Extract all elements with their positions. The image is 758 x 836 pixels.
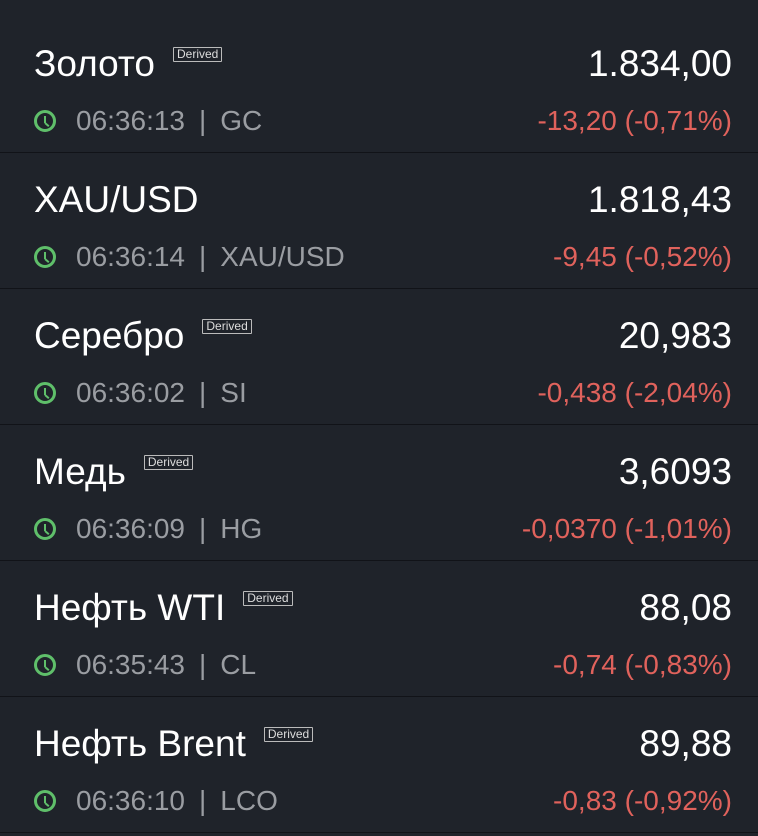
separator: | <box>199 785 207 816</box>
quote-meta: 06:36:02 | SI <box>34 377 247 409</box>
quote-meta: 06:36:14 | XAU/USD <box>34 241 345 273</box>
instrument-name: Золото <box>34 43 155 84</box>
separator: | <box>199 513 207 544</box>
quote-row[interactable]: Серебро Derived 20,983 06:36:02 | SI -0,… <box>0 289 758 425</box>
instrument-symbol: GC <box>220 105 263 136</box>
derived-badge: Derived <box>202 319 252 334</box>
instrument-name-wrap: Серебро Derived <box>34 315 252 357</box>
separator: | <box>199 241 207 272</box>
instrument-symbol: SI <box>220 377 247 408</box>
price-change: -0,0370 (-1,01%) <box>521 513 732 544</box>
quote-time: 06:35:43 <box>76 649 185 680</box>
instrument-symbol: CL <box>220 649 257 680</box>
derived-badge: Derived <box>143 455 194 470</box>
last-price: 88,08 <box>639 587 732 628</box>
instrument-name-wrap: Нефть WTI Derived <box>34 587 293 629</box>
derived-badge: Derived <box>243 591 293 606</box>
quote-meta: 06:35:43 | CL <box>34 649 256 681</box>
quote-meta: 06:36:09 | HG <box>34 513 262 545</box>
separator: | <box>199 649 207 680</box>
last-price: 1.834,00 <box>587 43 732 84</box>
last-price: 1.818,43 <box>587 179 732 220</box>
price-change: -13,20 (-0,71%) <box>537 105 732 136</box>
clock-icon <box>34 382 56 404</box>
derived-badge: Derived <box>263 727 314 742</box>
quote-time: 06:36:02 <box>76 377 185 408</box>
instrument-symbol: XAU/USD <box>220 241 345 272</box>
clock-icon <box>34 246 56 268</box>
price-change: -9,45 (-0,52%) <box>553 241 732 272</box>
quote-time: 06:36:13 <box>76 105 185 136</box>
instrument-name: Нефть Brent <box>34 723 246 764</box>
instrument-symbol: HG <box>220 513 263 544</box>
quote-meta: 06:36:13 | GC <box>34 105 262 137</box>
quote-row[interactable]: Золото Derived 1.834,00 06:36:13 | GC -1… <box>0 17 758 153</box>
instrument-name-wrap: Золото Derived <box>34 43 223 85</box>
instrument-name: XAU/USD <box>34 179 199 220</box>
clock-icon <box>34 518 56 540</box>
price-change: -0,438 (-2,04%) <box>537 377 732 408</box>
price-change: -0,83 (-0,92%) <box>553 785 732 816</box>
clock-icon <box>34 654 56 676</box>
clock-icon <box>34 110 56 132</box>
instrument-name-wrap: XAU/USD <box>34 179 198 221</box>
instrument-name: Медь <box>34 451 126 492</box>
quote-row[interactable]: XAU/USD 1.818,43 06:36:14 | XAU/USD -9,4… <box>0 153 758 289</box>
quote-meta: 06:36:10 | LCO <box>34 785 278 817</box>
last-price: 3,6093 <box>618 451 732 492</box>
quote-row[interactable]: Медь Derived 3,6093 06:36:09 | HG -0,037… <box>0 425 758 561</box>
last-price: 89,88 <box>639 723 732 764</box>
instrument-name: Серебро <box>34 315 185 356</box>
separator: | <box>199 105 207 136</box>
instrument-name-wrap: Медь Derived <box>34 451 194 493</box>
separator: | <box>199 377 207 408</box>
instrument-name: Нефть WTI <box>34 587 226 628</box>
last-price: 20,983 <box>618 315 732 356</box>
instrument-symbol: LCO <box>220 785 278 816</box>
derived-badge: Derived <box>173 47 223 62</box>
quote-time: 06:36:09 <box>76 513 185 544</box>
quote-row[interactable]: Нефть WTI Derived 88,08 06:35:43 | CL -0… <box>0 561 758 697</box>
quote-time: 06:36:10 <box>76 785 185 816</box>
instrument-name-wrap: Нефть Brent Derived <box>34 723 314 765</box>
quote-time: 06:36:14 <box>76 241 185 272</box>
clock-icon <box>34 790 56 812</box>
price-change: -0,74 (-0,83%) <box>553 649 732 680</box>
quote-row[interactable]: Нефть Brent Derived 89,88 06:36:10 | LCO… <box>0 697 758 833</box>
